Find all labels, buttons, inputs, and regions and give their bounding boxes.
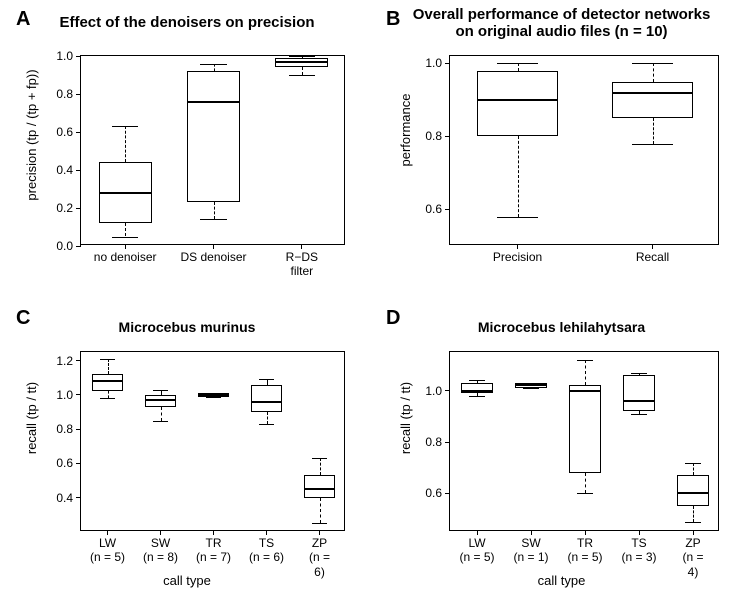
panel-c-plot: 0.40.60.81.01.2LW (n = 5)SW (n = 8)TR (n…: [80, 351, 345, 531]
xtick-label: no denoiser: [94, 244, 157, 264]
boxplot-median: [677, 492, 709, 494]
xtick-label: R−DS filter: [281, 244, 323, 279]
boxplot-median: [612, 92, 693, 94]
panel-b: B Overall performance of detector networ…: [374, 0, 749, 303]
boxplot-median: [99, 192, 152, 194]
xtick-label: SW (n = 8): [143, 530, 178, 565]
boxplot-median: [92, 380, 124, 382]
boxplot-box: [677, 475, 709, 506]
ytick-label: 0.6: [425, 202, 450, 216]
boxplot-box: [461, 383, 493, 393]
panel-d-ylabel: recall (tp / tt): [398, 348, 413, 488]
boxplot-median: [304, 488, 336, 490]
boxplot-median: [198, 394, 230, 396]
ytick-label: 1.2: [56, 354, 81, 368]
panel-b-ylabel: performance: [398, 70, 413, 190]
figure: { "panels": { "A": { "label": "A", "titl…: [0, 0, 749, 606]
boxplot-median: [251, 401, 283, 403]
panel-b-plot: 0.60.81.0PrecisionRecall: [449, 55, 719, 245]
boxplot-median: [275, 61, 328, 63]
ytick-label: 0.4: [56, 491, 81, 505]
boxplot-median: [461, 390, 493, 392]
panel-b-title: Overall performance of detector networks…: [374, 6, 749, 41]
panel-c-ylabel: recall (tp / tt): [24, 348, 39, 488]
boxplot-median: [187, 101, 240, 103]
boxplot-median: [623, 400, 655, 402]
xtick-label: ZP (n = 6): [307, 530, 332, 579]
boxplot-box: [187, 71, 240, 202]
boxplot-box: [304, 475, 336, 497]
ytick-label: 1.0: [425, 384, 450, 398]
xtick-label: Precision: [493, 244, 542, 264]
xtick-label: TR (n = 7): [196, 530, 231, 565]
boxplot-median: [569, 390, 601, 392]
xtick-label: LW (n = 5): [90, 530, 125, 565]
xtick-label: DS denoiser: [180, 244, 246, 264]
xtick-label: ZP (n = 4): [681, 530, 706, 579]
boxplot-box: [569, 385, 601, 472]
ytick-label: 0.4: [56, 163, 81, 177]
panel-a: A Effect of the denoisers on precision p…: [0, 0, 374, 303]
ytick-label: 1.0: [425, 56, 450, 70]
ytick-label: 1.0: [56, 388, 81, 402]
ytick-label: 0.8: [425, 129, 450, 143]
xtick-label: TS (n = 3): [621, 530, 656, 565]
ytick-label: 0.8: [56, 422, 81, 436]
boxplot-box: [92, 374, 124, 391]
ytick-label: 0.8: [56, 87, 81, 101]
boxplot-median: [477, 99, 558, 101]
ytick-label: 0.6: [425, 486, 450, 500]
ytick-label: 1.0: [56, 49, 81, 63]
ytick-label: 0.6: [56, 125, 81, 139]
boxplot-box: [251, 385, 283, 412]
ytick-label: 0.0: [56, 239, 81, 253]
boxplot-box: [623, 375, 655, 411]
xtick-label: SW (n = 1): [513, 530, 548, 565]
boxplot-median: [145, 399, 177, 401]
panel-a-plot: 0.00.20.40.60.81.0no denoiserDS denoiser…: [80, 55, 345, 245]
panel-d-plot: 0.60.81.0LW (n = 5)SW (n = 1)TR (n = 5)T…: [449, 351, 719, 531]
panel-c-xlabel: call type: [0, 573, 374, 588]
ytick-label: 0.2: [56, 201, 81, 215]
panel-a-ylabel: precision (tp / (tp + fp)): [24, 40, 39, 230]
xtick-label: Recall: [636, 244, 669, 264]
xtick-label: TS (n = 6): [249, 530, 284, 565]
boxplot-median: [515, 384, 547, 386]
xtick-label: TR (n = 5): [567, 530, 602, 565]
panel-d: D Microcebus lehilahytsara recall (tp / …: [374, 303, 749, 606]
panel-d-xlabel: call type: [374, 573, 749, 588]
panel-d-title: Microcebus lehilahytsara: [374, 319, 749, 335]
panel-a-title: Effect of the denoisers on precision: [0, 14, 374, 31]
panel-c-title: Microcebus murinus: [0, 319, 374, 335]
xtick-label: LW (n = 5): [459, 530, 494, 565]
ytick-label: 0.6: [56, 456, 81, 470]
ytick-label: 0.8: [425, 435, 450, 449]
boxplot-box: [612, 82, 693, 119]
boxplot-box: [477, 71, 558, 137]
panel-c: C Microcebus murinus recall (tp / tt) 0.…: [0, 303, 374, 606]
